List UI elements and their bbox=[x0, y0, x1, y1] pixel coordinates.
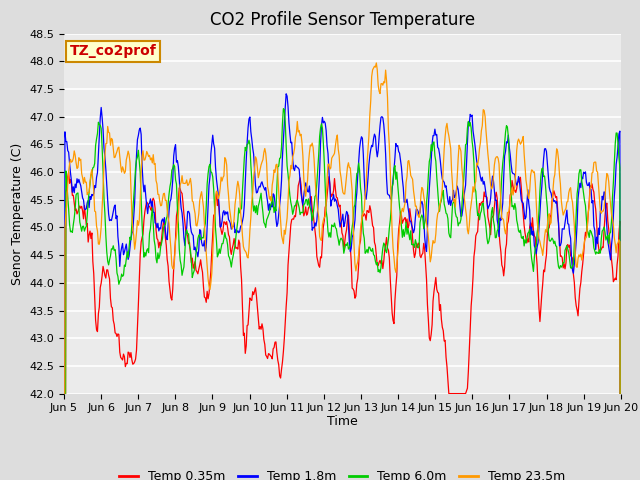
X-axis label: Time: Time bbox=[327, 415, 358, 428]
Temp 0.35m bbox=[389, 318, 397, 324]
Temp 23.5m bbox=[159, 196, 166, 202]
Temp 1.8m bbox=[204, 223, 211, 229]
Temp 23.5m bbox=[372, 60, 380, 66]
Temp 6.0m bbox=[280, 106, 287, 111]
Legend: Temp 0.35m, Temp 1.8m, Temp 6.0m, Temp 23.5m: Temp 0.35m, Temp 1.8m, Temp 6.0m, Temp 2… bbox=[115, 465, 570, 480]
Line: Temp 0.35m: Temp 0.35m bbox=[64, 172, 621, 480]
Temp 1.8m bbox=[282, 91, 290, 96]
Temp 6.0m bbox=[204, 181, 211, 187]
Text: TZ_co2prof: TZ_co2prof bbox=[70, 44, 156, 59]
Line: Temp 23.5m: Temp 23.5m bbox=[64, 63, 621, 480]
Temp 0.35m bbox=[65, 169, 72, 175]
Temp 6.0m bbox=[389, 181, 397, 187]
Temp 6.0m bbox=[159, 236, 166, 241]
Temp 0.35m bbox=[204, 296, 212, 302]
Temp 1.8m bbox=[480, 179, 488, 184]
Temp 23.5m bbox=[389, 245, 397, 251]
Temp 1.8m bbox=[389, 177, 397, 183]
Title: CO2 Profile Sensor Temperature: CO2 Profile Sensor Temperature bbox=[210, 11, 475, 29]
Line: Temp 1.8m: Temp 1.8m bbox=[64, 94, 621, 480]
Temp 1.8m bbox=[433, 132, 440, 137]
Line: Temp 6.0m: Temp 6.0m bbox=[64, 108, 621, 480]
Temp 6.0m bbox=[480, 210, 488, 216]
Temp 23.5m bbox=[204, 263, 211, 269]
Temp 1.8m bbox=[313, 217, 321, 223]
Temp 23.5m bbox=[312, 189, 320, 195]
Temp 23.5m bbox=[480, 108, 488, 113]
Temp 0.35m bbox=[313, 253, 321, 259]
Temp 1.8m bbox=[159, 216, 166, 222]
Temp 0.35m bbox=[159, 219, 167, 225]
Y-axis label: Senor Temperature (C): Senor Temperature (C) bbox=[11, 143, 24, 285]
Temp 0.35m bbox=[433, 287, 440, 292]
Temp 0.35m bbox=[480, 189, 488, 195]
Temp 23.5m bbox=[433, 218, 440, 224]
Temp 6.0m bbox=[433, 174, 440, 180]
Temp 6.0m bbox=[313, 180, 321, 186]
